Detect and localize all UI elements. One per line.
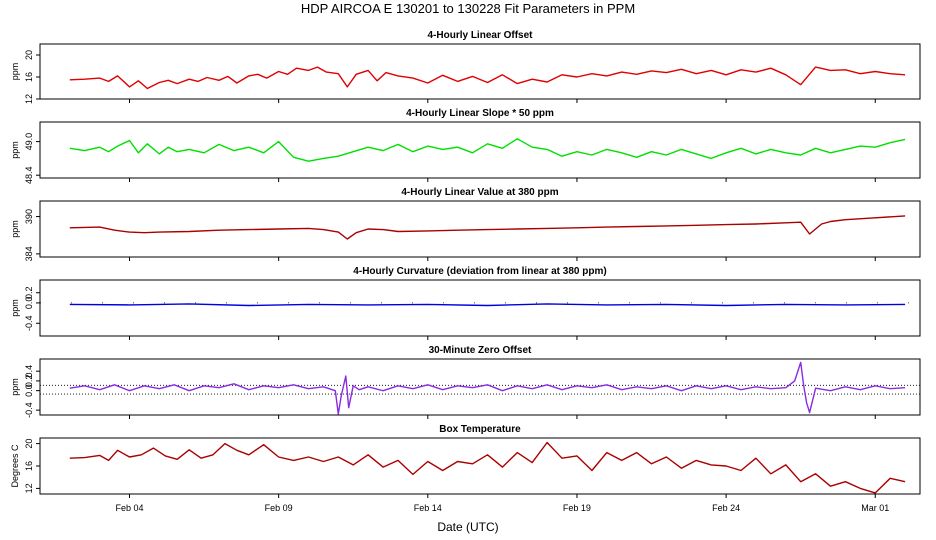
plot-frame [39, 121, 921, 179]
plot-frame [39, 358, 921, 416]
series-line-curvature [69, 303, 906, 307]
y-tick-label: 12 [24, 483, 34, 493]
y-axis-label: ppm [10, 63, 20, 81]
panel-2: 4-Hourly Linear Slope * 50 ppm ppm 48.4 49.… [10, 108, 921, 184]
series-line-temperature [69, 441, 906, 494]
y-tick-label: 0.2 [24, 375, 34, 388]
plot-frame [39, 279, 921, 337]
y-axis-label: ppm [10, 378, 20, 396]
x-tick-label: Mar 01 [861, 503, 889, 513]
y-tick-label: 20 [24, 50, 34, 60]
main-title: HDP AIRCOA E 130201 to 130228 Fit Parame… [301, 1, 635, 16]
panel-title: Box Temperature [439, 424, 521, 435]
y-tick-label: 16 [24, 461, 34, 471]
y-tick-label: 48.4 [24, 166, 34, 184]
panels: 4-Hourly Linear Offsetppm1216204-Hourly … [10, 30, 921, 513]
panel-6: Box Temperature Degrees C 12 16 20 [10, 424, 921, 498]
panel-title: 4-Hourly Linear Slope * 50 ppm [406, 108, 554, 119]
y-axis-label: ppm [10, 299, 20, 317]
panel-1: 4-Hourly Linear Offset ppm 12 16 20 [10, 30, 921, 104]
y-axis-label: ppm [10, 141, 20, 159]
x-axis-title: Date (UTC) [437, 520, 498, 534]
panel-title: 30-Minute Zero Offset [429, 345, 532, 356]
series-line-zero_offset [69, 361, 906, 415]
y-tick-label: 49.0 [24, 133, 34, 151]
series-line-value [69, 215, 906, 240]
panel-5: 30-Minute Zero Offset ppm -0.4 0.00.20.4 [10, 345, 921, 419]
y-tick-label: -0.4 [24, 316, 34, 332]
y-tick-label: -0.4 [24, 402, 34, 418]
plot-frame [39, 43, 921, 100]
panel-3: 4-Hourly Linear Value at 380 ppm ppm 384 39… [10, 187, 921, 261]
plot-frame [39, 437, 921, 495]
y-tick-label: 384 [24, 246, 34, 261]
x-tick-label: Feb 04 [115, 503, 143, 513]
y-tick-label: 0.2 [24, 286, 34, 299]
y-tick-label: 0.4 [24, 365, 34, 378]
plot-frame [39, 200, 921, 258]
y-tick-label: 16 [24, 72, 34, 82]
x-tick-label: Feb 14 [414, 503, 442, 513]
panel-title: 4-Hourly Linear Offset [427, 30, 533, 41]
y-axis-label: Degrees C [10, 444, 20, 488]
x-tick-label: Feb 24 [712, 503, 740, 513]
x-tick-label: Feb 09 [265, 503, 293, 513]
y-tick-label: 0.0 [24, 297, 34, 310]
y-tick-label: 390 [24, 209, 34, 224]
y-tick-label: 20 [24, 439, 34, 449]
panel-4: 4-Hourly Curvature (deviation from linea… [10, 266, 921, 340]
series-line-slope [69, 138, 906, 162]
panel-title: 4-Hourly Linear Value at 380 ppm [401, 187, 558, 198]
y-tick-label: 0.0 [24, 384, 34, 397]
panel-title: 4-Hourly Curvature (deviation from linea… [353, 266, 606, 277]
x-tick-label: Feb 19 [563, 503, 591, 513]
series-line-offset [69, 66, 906, 90]
y-tick-label: 12 [24, 94, 34, 104]
y-axis-label: ppm [10, 220, 20, 238]
